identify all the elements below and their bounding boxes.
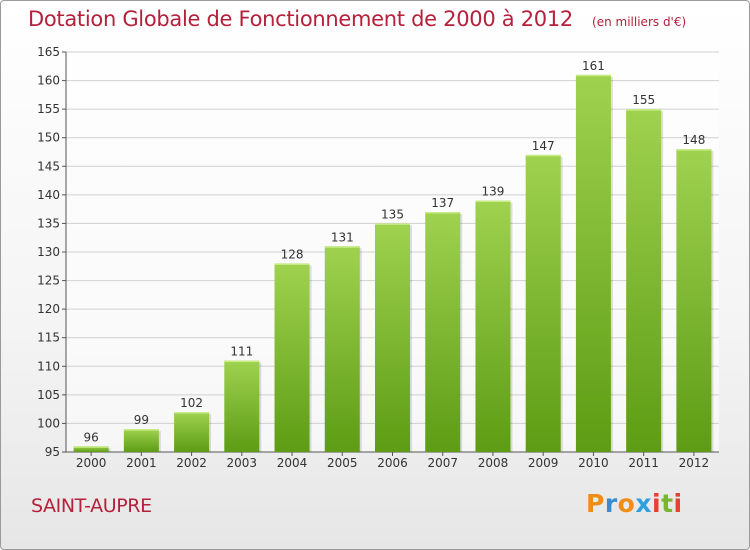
x-tick-label: 2005 [327, 456, 358, 470]
x-tick-label: 2012 [679, 456, 710, 470]
bar [274, 263, 310, 452]
y-tick-label: 160 [37, 74, 60, 88]
bar-highlight [174, 412, 210, 414]
x-tick-label: 2004 [277, 456, 308, 470]
bar-value-label: 111 [230, 345, 253, 359]
y-tick-label: 155 [37, 102, 60, 116]
bar-value-label: 102 [180, 396, 203, 410]
bar [626, 109, 662, 453]
x-tick-label: 2001 [126, 456, 157, 470]
y-tick-label: 140 [37, 188, 60, 202]
bar-value-label: 155 [632, 93, 655, 107]
bar-value-label: 147 [532, 139, 555, 153]
y-tick-label: 110 [37, 359, 60, 373]
bar-highlight [525, 154, 561, 157]
bar-value-label: 99 [134, 413, 149, 427]
y-tick-label: 165 [37, 45, 60, 59]
x-tick-label: 2011 [628, 456, 659, 470]
bar [525, 154, 561, 452]
bar-highlight [575, 74, 611, 77]
bar [425, 212, 461, 452]
logo-letter: i [673, 489, 683, 518]
logo-letter: P [586, 489, 605, 518]
bar [123, 429, 159, 452]
bar-highlight [626, 109, 662, 111]
bar-highlight [475, 200, 511, 203]
x-tick-label: 2010 [578, 456, 609, 470]
bar [575, 74, 611, 452]
bar [324, 246, 360, 452]
y-tick-label: 95 [45, 445, 60, 459]
logo-letter: i [652, 489, 662, 518]
bar-value-label: 131 [331, 230, 354, 244]
y-tick-label: 105 [37, 388, 60, 402]
bar-value-label: 139 [482, 185, 505, 199]
x-tick-label: 2008 [478, 456, 509, 470]
bar-highlight [324, 246, 360, 248]
bar-value-label: 161 [582, 59, 605, 73]
bar [224, 360, 260, 452]
bar [475, 200, 511, 452]
bar-value-label: 148 [682, 133, 705, 147]
title-row: Dotation Globale de Fonctionnement de 20… [28, 7, 686, 31]
logo-letter: r [604, 489, 618, 518]
bar [73, 446, 109, 452]
logo-letter: o [617, 489, 636, 518]
x-tick-label: 2003 [227, 456, 258, 470]
chart-title: Dotation Globale de Fonctionnement de 20… [28, 7, 573, 31]
proxiti-logo: Proxiti [586, 489, 683, 518]
y-tick-label: 130 [37, 245, 60, 259]
x-tick-label: 2006 [377, 456, 408, 470]
x-tick-label: 2009 [528, 456, 559, 470]
y-tick-label: 135 [37, 216, 60, 230]
logo-letter: t [661, 489, 674, 518]
bar-value-label: 137 [431, 196, 454, 210]
commune-name: SAINT-AUPRE [31, 495, 152, 517]
bar [676, 149, 712, 452]
bar [174, 412, 210, 452]
bar-highlight [676, 149, 712, 151]
bar-value-label: 135 [381, 207, 404, 221]
bar-highlight [73, 446, 109, 448]
bar-highlight [375, 223, 410, 225]
y-tick-label: 115 [37, 331, 60, 345]
y-tick-label: 125 [37, 274, 60, 288]
logo-letter: x [635, 489, 652, 518]
y-tick-label: 145 [37, 159, 60, 173]
x-tick-label: 2002 [176, 456, 207, 470]
bar-highlight [274, 263, 310, 265]
y-tick-label: 150 [37, 131, 60, 145]
bar-value-label: 96 [83, 430, 98, 444]
bar-value-label: 128 [281, 247, 304, 261]
bar-highlight [123, 429, 159, 431]
y-tick-label: 100 [37, 416, 60, 430]
y-tick-label: 120 [37, 302, 60, 316]
bar [375, 223, 410, 452]
x-tick-label: 2007 [427, 456, 458, 470]
bar-highlight [425, 212, 461, 214]
x-tick-label: 2000 [76, 456, 107, 470]
chart-subtitle: (en milliers d'€) [592, 15, 687, 29]
bar-highlight [224, 360, 260, 363]
